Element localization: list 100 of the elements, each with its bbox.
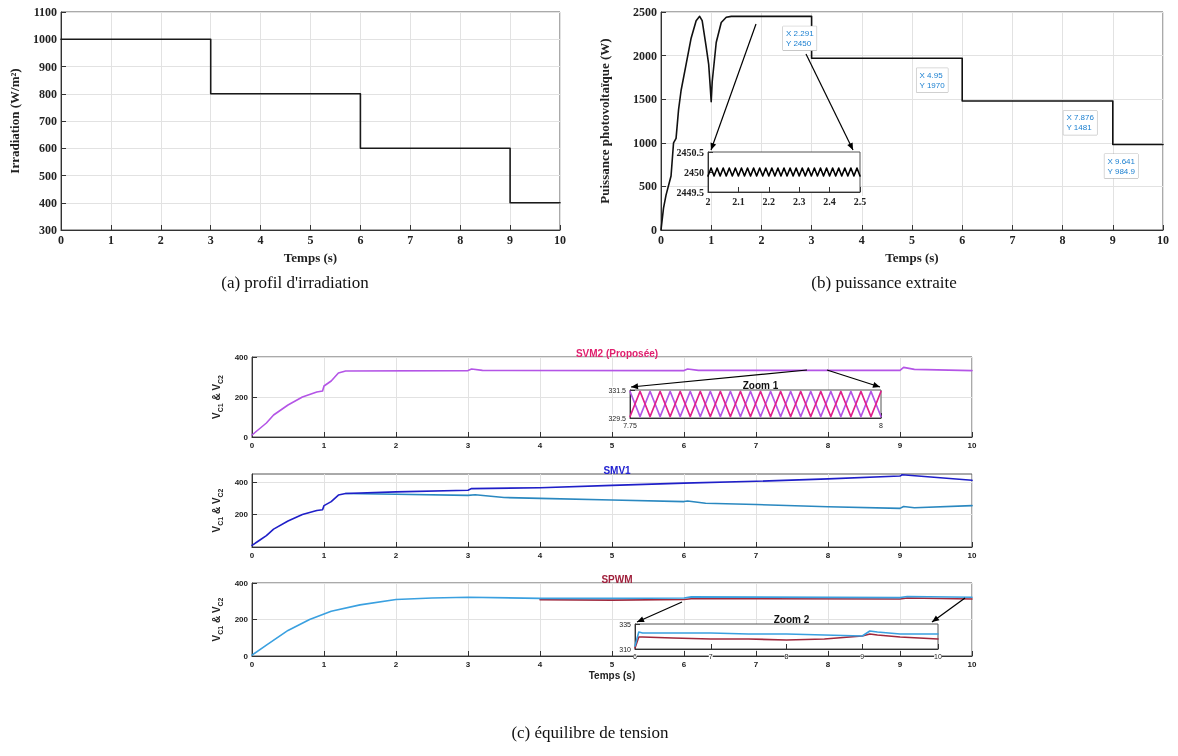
x-tick-label: 3	[207, 233, 214, 247]
x-tick-label: 8	[825, 550, 831, 560]
y-tick-label: 400	[234, 578, 249, 588]
x-tick-label: 6	[681, 440, 687, 450]
y-tick-label: 200	[234, 615, 249, 624]
x-tick-label: 10	[967, 440, 977, 450]
x-tick-label: 1	[321, 659, 327, 669]
x-tick-label: 2.4	[823, 195, 836, 207]
x-tick-label: 6	[959, 233, 966, 247]
x-tick-label: 2	[393, 440, 399, 450]
chart-title: Zoom 2	[773, 613, 810, 625]
annotation: X 7.876 Y 1481	[1066, 113, 1095, 133]
y-tick-label: 1000	[33, 32, 57, 47]
x-tick-label: 1	[708, 233, 715, 247]
annotation: X 9.641 Y 984.9	[1107, 156, 1136, 176]
x-tick-label: 8	[457, 233, 464, 247]
x-tick-label: 4	[537, 550, 543, 560]
x-tick-label: 10	[554, 233, 566, 247]
line-series	[251, 474, 973, 547]
x-axis-title: Temps (s)	[885, 249, 939, 265]
x-tick-label: 2	[393, 550, 399, 560]
y-tick-label: 1000	[633, 135, 657, 150]
x-tick-label: 2.1	[732, 195, 745, 207]
x-tick-label: 2	[758, 233, 765, 247]
y-tick-label: 2450.5	[676, 146, 704, 158]
y-tick-label: 900	[39, 59, 57, 74]
x-tick-label: 7	[407, 233, 414, 247]
y-tick-label: 1100	[33, 5, 57, 19]
x-tick-label: 2	[393, 659, 399, 669]
x-tick-label: 9	[897, 440, 903, 450]
x-tick-label: 6	[681, 659, 687, 669]
x-tick-label: 10	[967, 659, 977, 669]
y-tick-label: 2450	[684, 166, 704, 178]
y-tick-label: 0	[243, 432, 249, 442]
x-tick-label: 7	[1009, 233, 1016, 247]
x-tick-label: 8	[1059, 233, 1066, 247]
line-series	[660, 15, 1164, 231]
chart-title: SMV1	[603, 464, 632, 476]
x-tick-label: 9	[897, 550, 903, 560]
y-tick-label: 600	[39, 141, 57, 156]
x-tick-label: 1	[321, 550, 327, 560]
x-tick-label: 2.2	[762, 195, 776, 207]
text: (b) puissance extraite	[811, 273, 957, 292]
annotation: X 4.95 Y 1970	[919, 70, 946, 90]
y-tick-label: 500	[639, 179, 657, 194]
y-tick-label: 800	[39, 86, 57, 101]
x-axis-title: Temps (s)	[283, 249, 338, 265]
chart-title: Zoom 1	[742, 379, 779, 391]
y-tick-label: 0	[651, 223, 657, 237]
x-tick-label: 9	[1109, 233, 1116, 247]
x-tick-label: 6	[357, 233, 364, 247]
x-tick-label: 3	[808, 233, 815, 247]
x-tick-label: 4	[858, 233, 865, 247]
x-tick-label: 3	[465, 440, 471, 450]
x-tick-label: 1	[321, 440, 327, 450]
x-tick-label: 2.3	[792, 195, 806, 207]
x-tick-label: 5	[909, 233, 915, 247]
y-tick-label: 500	[39, 168, 57, 183]
x-tick-label: 10	[967, 550, 977, 560]
x-tick-label: 6	[681, 550, 687, 560]
x-tick-label: 4	[537, 440, 543, 450]
y-tick-label: 400	[39, 195, 57, 210]
y-tick-label: 2449.5	[676, 186, 704, 198]
y-tick-label: 2000	[633, 48, 657, 63]
y-tick-label: 200	[234, 392, 249, 402]
x-tick-label: 1	[107, 233, 114, 247]
x-tick-label: 7	[753, 440, 759, 450]
x-tick-label: 3	[465, 550, 471, 560]
chart-title: SPWM	[601, 573, 633, 585]
x-tick-label: 4	[257, 233, 264, 247]
text: (c) équilibre de tension	[511, 723, 670, 742]
x-tick-label: 2.5	[853, 195, 867, 207]
x-tick-label: 5	[609, 440, 615, 450]
x-tick-label: 5	[307, 233, 314, 247]
x-tick-label: 9	[897, 659, 903, 669]
x-tick-label: 7	[753, 550, 759, 560]
line-series	[60, 38, 561, 204]
x-tick-label: 8	[825, 440, 831, 450]
y-tick-label: 400	[234, 477, 249, 487]
x-tick-label: 9	[507, 233, 514, 247]
y-axis-title: Irradiation (W/m²)	[7, 68, 22, 174]
y-axis-title: Puissance photovoltaïque (W)	[597, 38, 612, 204]
x-tick-label: 5	[609, 659, 615, 669]
annotation: X 2.291 Y 2450	[786, 28, 815, 48]
x-tick-label: 3	[465, 659, 471, 669]
y-tick-label: 2500	[633, 5, 657, 19]
y-tick-label: 200	[234, 510, 249, 520]
y-tick-label: 1500	[633, 92, 657, 107]
text: (a) profil d'irradiation	[221, 273, 370, 292]
x-tick-label: 2	[705, 195, 711, 207]
x-tick-label: 8	[825, 659, 831, 669]
x-tick-label: 5	[609, 550, 615, 560]
x-tick-label: 2	[157, 233, 164, 247]
y-tick-label: 300	[39, 223, 57, 237]
x-axis-title: Temps (s)	[588, 669, 636, 681]
y-tick-label: 400	[234, 352, 249, 362]
x-tick-label: 4	[537, 659, 543, 669]
x-tick-label: 10	[1157, 233, 1169, 247]
x-tick-label: 7	[753, 659, 759, 669]
y-tick-label: 700	[39, 114, 57, 128]
